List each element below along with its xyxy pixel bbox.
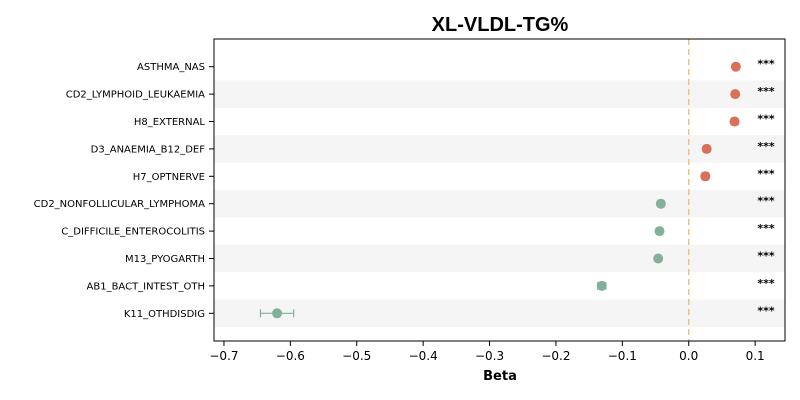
x-tick-label: −0.7 [209, 349, 238, 363]
category-label: K11_OTHDISDIG [124, 309, 205, 320]
x-tick-label: −0.4 [409, 349, 438, 363]
y-axis-labels: ASTHMA_NAS CD2_LYMPHOID_LEUKAEMIA H8_EXTER… [34, 62, 214, 320]
significance-label: *** [757, 250, 775, 263]
significance-label: *** [757, 113, 775, 126]
category-label: CD2_NONFOLLICULAR_LYMPHOMA [34, 199, 206, 210]
x-tick-label: 0.0 [679, 349, 698, 363]
category-label: M13_PYOGARTH [125, 254, 205, 265]
category-label: H8_EXTERNAL [134, 117, 206, 128]
row-band [214, 190, 785, 218]
significance-label: *** [757, 85, 775, 98]
x-tick-label: −0.5 [342, 349, 371, 363]
x-tick-label: −0.3 [475, 349, 504, 363]
row-band [214, 299, 785, 327]
significance-label: *** [757, 304, 775, 317]
data-point [654, 226, 665, 237]
row-bands [214, 80, 785, 327]
significance-label: *** [757, 222, 775, 235]
category-label: AB1_BACT_INTEST_OTH [87, 281, 206, 292]
x-axis-label: Beta [483, 369, 517, 384]
category-label: CD2_LYMPHOID_LEUKAEMIA [66, 90, 205, 101]
data-point [655, 198, 666, 209]
significance-label: *** [757, 58, 775, 71]
data-point [701, 143, 712, 154]
significance-label: *** [757, 140, 775, 153]
significance-label: *** [757, 277, 775, 290]
x-tick-label: −0.6 [276, 349, 305, 363]
significance-label: *** [757, 195, 775, 208]
significance-label: *** [757, 167, 775, 180]
category-label: H7_OPTNERVE [133, 172, 205, 183]
row-band [214, 135, 785, 163]
row-band [214, 80, 785, 108]
data-point [729, 116, 740, 127]
category-label: D3_ANAEMIA_B12_DEF [91, 144, 206, 155]
data-marks: *** *** *** *** *** *** *** *** *** *** [259, 58, 775, 319]
x-axis: −0.7 −0.6 −0.5 −0.4 −0.3 −0.2 −0.1 0.0 0.1 [209, 341, 765, 363]
x-tick-label: −0.1 [608, 349, 637, 363]
data-point [596, 280, 607, 291]
data-point [730, 61, 741, 72]
data-point [700, 171, 711, 182]
x-tick-label: 0.1 [746, 349, 765, 363]
data-point [730, 89, 741, 100]
chart-title: XL-VLDL-TG% [432, 14, 569, 36]
category-label: ASTHMA_NAS [137, 62, 205, 73]
data-point [653, 253, 664, 264]
plot-frame [213, 38, 786, 342]
x-tick-label: −0.2 [541, 349, 570, 363]
data-point [272, 308, 283, 319]
row-band [214, 244, 785, 273]
category-label: C_DIFFICILE_ENTEROCOLITIS [61, 227, 205, 238]
